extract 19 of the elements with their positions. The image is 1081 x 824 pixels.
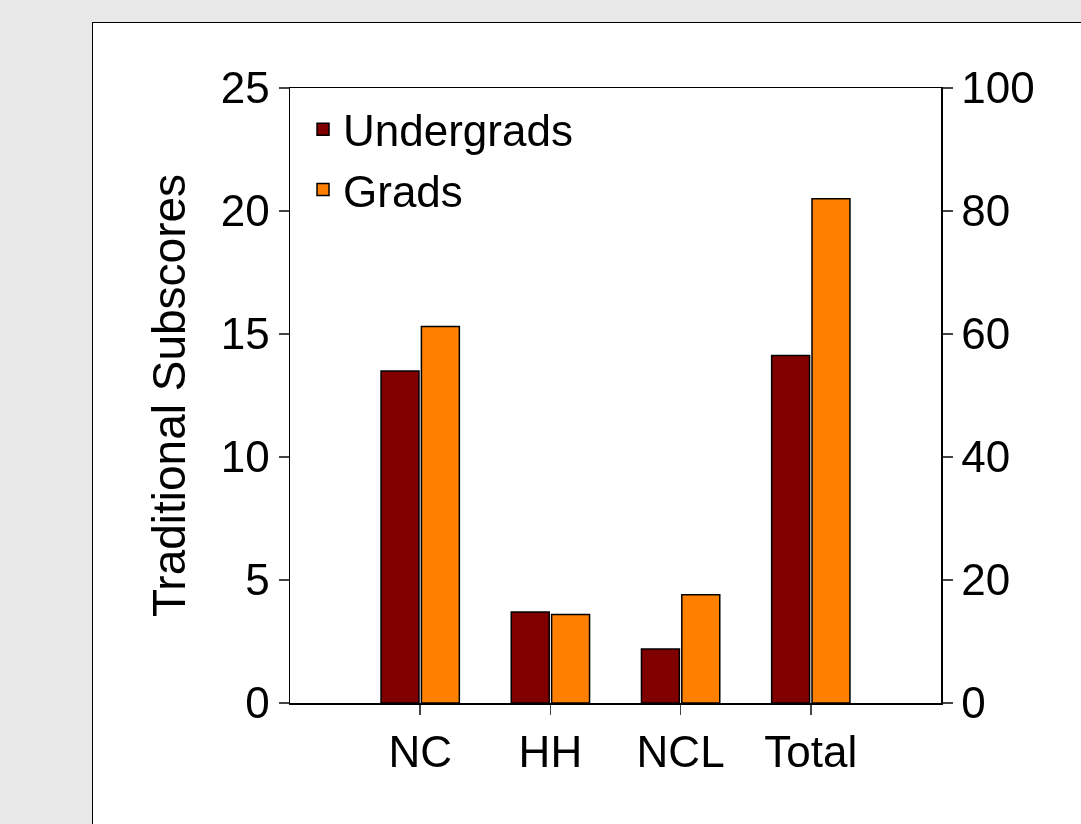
y2-tick-label: 0: [961, 678, 986, 728]
y2-tick-label: 60: [961, 309, 1011, 359]
x-tick-label: HH: [518, 727, 583, 777]
y-axis-title: Traditional Subscores: [143, 173, 196, 618]
x-tick-label: NC: [388, 727, 452, 777]
legend-label: Grads: [343, 166, 463, 216]
y-tick-label: 5: [245, 555, 270, 605]
y-tick-label: 0: [245, 678, 270, 728]
legend-label: Undergrads: [343, 106, 573, 156]
x-tick-label: Total: [764, 727, 858, 777]
y2-tick-label: 100: [961, 63, 1035, 113]
y-tick-label: 25: [220, 63, 270, 113]
x-tick-label: NCL: [636, 727, 725, 777]
y2-tick-label: 80: [961, 186, 1011, 236]
y-tick-label: 10: [220, 432, 270, 482]
y2-tick-label: 40: [961, 432, 1011, 482]
y2-tick-label: 20: [961, 555, 1011, 605]
y-tick-label: 20: [220, 186, 270, 236]
y-tick-label: 15: [220, 309, 270, 359]
